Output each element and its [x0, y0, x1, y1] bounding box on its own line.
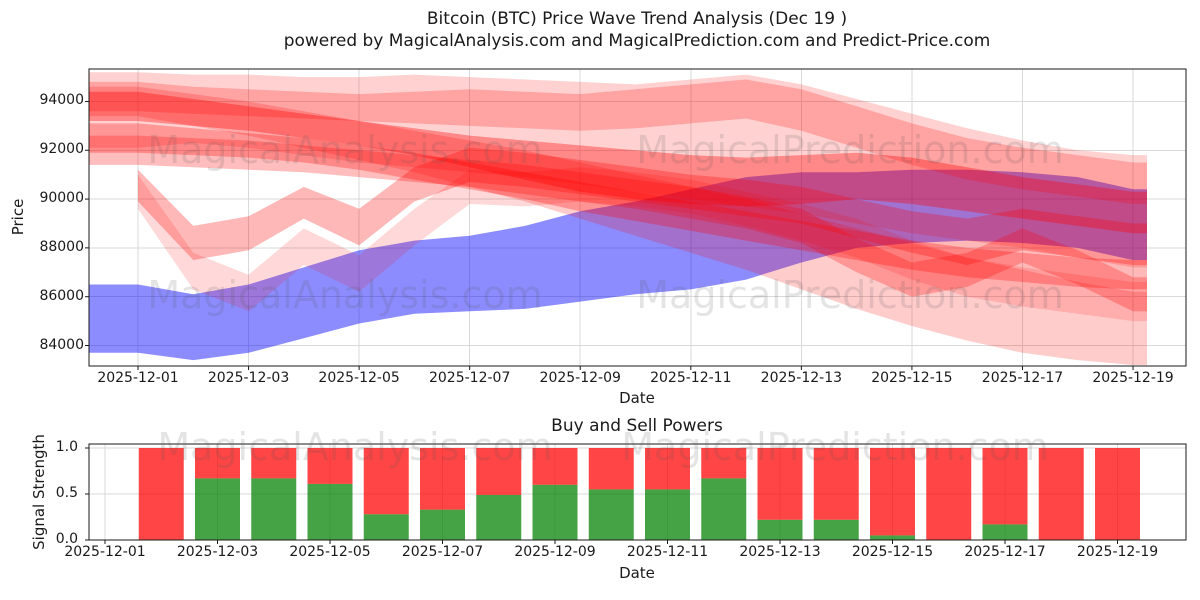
- buy-sell-powers-chart: MagicalAnalysis.com MagicalPrediction.com: [85, 425, 1187, 544]
- x-tick-label: 2025-12-17: [981, 370, 1064, 386]
- buy-bar: [532, 484, 578, 540]
- x-tick-label: 2025-12-11: [626, 544, 709, 560]
- x-tick-label: 2025-12-05: [289, 544, 371, 560]
- y-tick-label: 0.0: [55, 531, 78, 547]
- sell-bar: [1095, 448, 1140, 540]
- sell-bar: [138, 448, 184, 540]
- sell-bar: [870, 448, 915, 536]
- wave-band-core: [89, 91, 1147, 234]
- wave-bands: [89, 72, 1147, 366]
- y-tick-label: 86000: [39, 287, 84, 304]
- price-wave-chart: MagicalAnalysis.com MagicalPrediction.com…: [85, 68, 1187, 370]
- sell-bar: [532, 448, 578, 485]
- sell-bar: [982, 448, 1028, 525]
- sell-bar: [195, 448, 240, 479]
- sell-bar: [813, 448, 859, 520]
- buy-bar: [476, 494, 522, 540]
- buy-bar: [307, 483, 353, 540]
- x-tick-label: 2025-12-03: [176, 544, 259, 560]
- wave-band-crossing: [89, 123, 1147, 290]
- date-axis-label-bottom: Date: [619, 564, 655, 582]
- x-tick-label: 2025-12-13: [739, 544, 821, 560]
- sell-bar: [588, 448, 634, 490]
- watermark-text: MagicalAnalysis.com: [147, 273, 542, 317]
- y-tick-label: 90000: [39, 190, 84, 207]
- price-axis-label: Price: [9, 198, 27, 236]
- x-tick-label: 2025-12-09: [539, 370, 621, 386]
- trend-band-blue: [89, 169, 1147, 361]
- wave-band-deep-v: [138, 167, 1147, 322]
- watermark-text: MagicalPrediction.com: [636, 273, 1064, 317]
- x-tick-label: 2025-12-11: [650, 370, 732, 386]
- x-tick-label: 2025-12-15: [871, 370, 953, 386]
- sell-bar: [251, 448, 297, 479]
- bottom-chart-title: Buy and Sell Powers: [551, 416, 723, 436]
- buy-bar: [701, 478, 747, 540]
- wave-band-pale-fan: [89, 72, 1147, 268]
- buy-bar: [588, 489, 634, 540]
- wave-band-late-dip: [89, 135, 1147, 312]
- watermark-text: MagicalAnalysis.com: [157, 425, 552, 469]
- sell-bar: [476, 448, 522, 495]
- x-tick-label: 2025-12-19: [1092, 370, 1174, 386]
- figure-subtitle: powered by MagicalAnalysis.com and Magic…: [283, 31, 991, 51]
- figure-title: Bitcoin (BTC) Price Wave Trend Analysis …: [426, 9, 848, 29]
- buy-bar: [251, 478, 297, 540]
- watermark-text: MagicalPrediction.com: [621, 425, 1049, 469]
- buy-bar: [420, 509, 465, 540]
- watermark-text: MagicalAnalysis.com: [147, 128, 542, 172]
- y-tick-label: 94000: [39, 92, 84, 109]
- sell-bar: [1038, 448, 1084, 540]
- y-tick-label: 92000: [39, 141, 84, 158]
- sell-bar: [926, 448, 972, 540]
- buy-bar: [195, 478, 240, 540]
- y-tick-label: 84000: [39, 336, 84, 353]
- plot-frame: [88, 443, 1187, 541]
- x-tick-label: 2025-12-15: [851, 544, 934, 560]
- x-tick-label: 2025-12-01: [97, 370, 179, 386]
- watermark-text: MagicalPrediction.com: [636, 128, 1064, 172]
- x-tick-label: 2025-12-03: [207, 370, 290, 386]
- y-tick-label: 0.5: [55, 485, 78, 501]
- sell-bar: [363, 448, 409, 515]
- sell-bar: [307, 448, 353, 484]
- x-tick-label: 2025-12-07: [428, 370, 511, 386]
- plot-frame: [88, 68, 1187, 367]
- buy-bar: [870, 535, 915, 540]
- bars: [138, 448, 1140, 540]
- x-tick-label: 2025-12-17: [964, 544, 1046, 560]
- sell-bar: [701, 448, 747, 479]
- y-tick-label: 88000: [39, 238, 84, 255]
- wave-band-upper: [89, 79, 1147, 204]
- x-tick-label: 2025-12-07: [401, 544, 484, 560]
- x-tick-label: 2025-12-09: [514, 544, 596, 560]
- buy-bar: [813, 519, 859, 540]
- wave-band-bottom-fan: [89, 86, 1147, 366]
- sell-bar: [645, 448, 690, 490]
- x-tick-label: 2025-12-05: [318, 370, 400, 386]
- x-tick-label: 2025-12-01: [64, 544, 146, 560]
- buy-bar: [645, 489, 690, 540]
- date-axis-label-top: Date: [619, 389, 655, 407]
- y-tick-label: 1.0: [55, 439, 78, 455]
- x-tick-label: 2025-12-19: [1076, 544, 1159, 560]
- wave-band-w: [138, 147, 1147, 265]
- buy-bar: [982, 524, 1028, 540]
- sell-bar: [420, 448, 465, 510]
- sell-bar: [757, 448, 803, 520]
- x-tick-label: 2025-12-13: [760, 370, 843, 386]
- buy-bar: [363, 514, 409, 540]
- buy-bar: [757, 519, 803, 540]
